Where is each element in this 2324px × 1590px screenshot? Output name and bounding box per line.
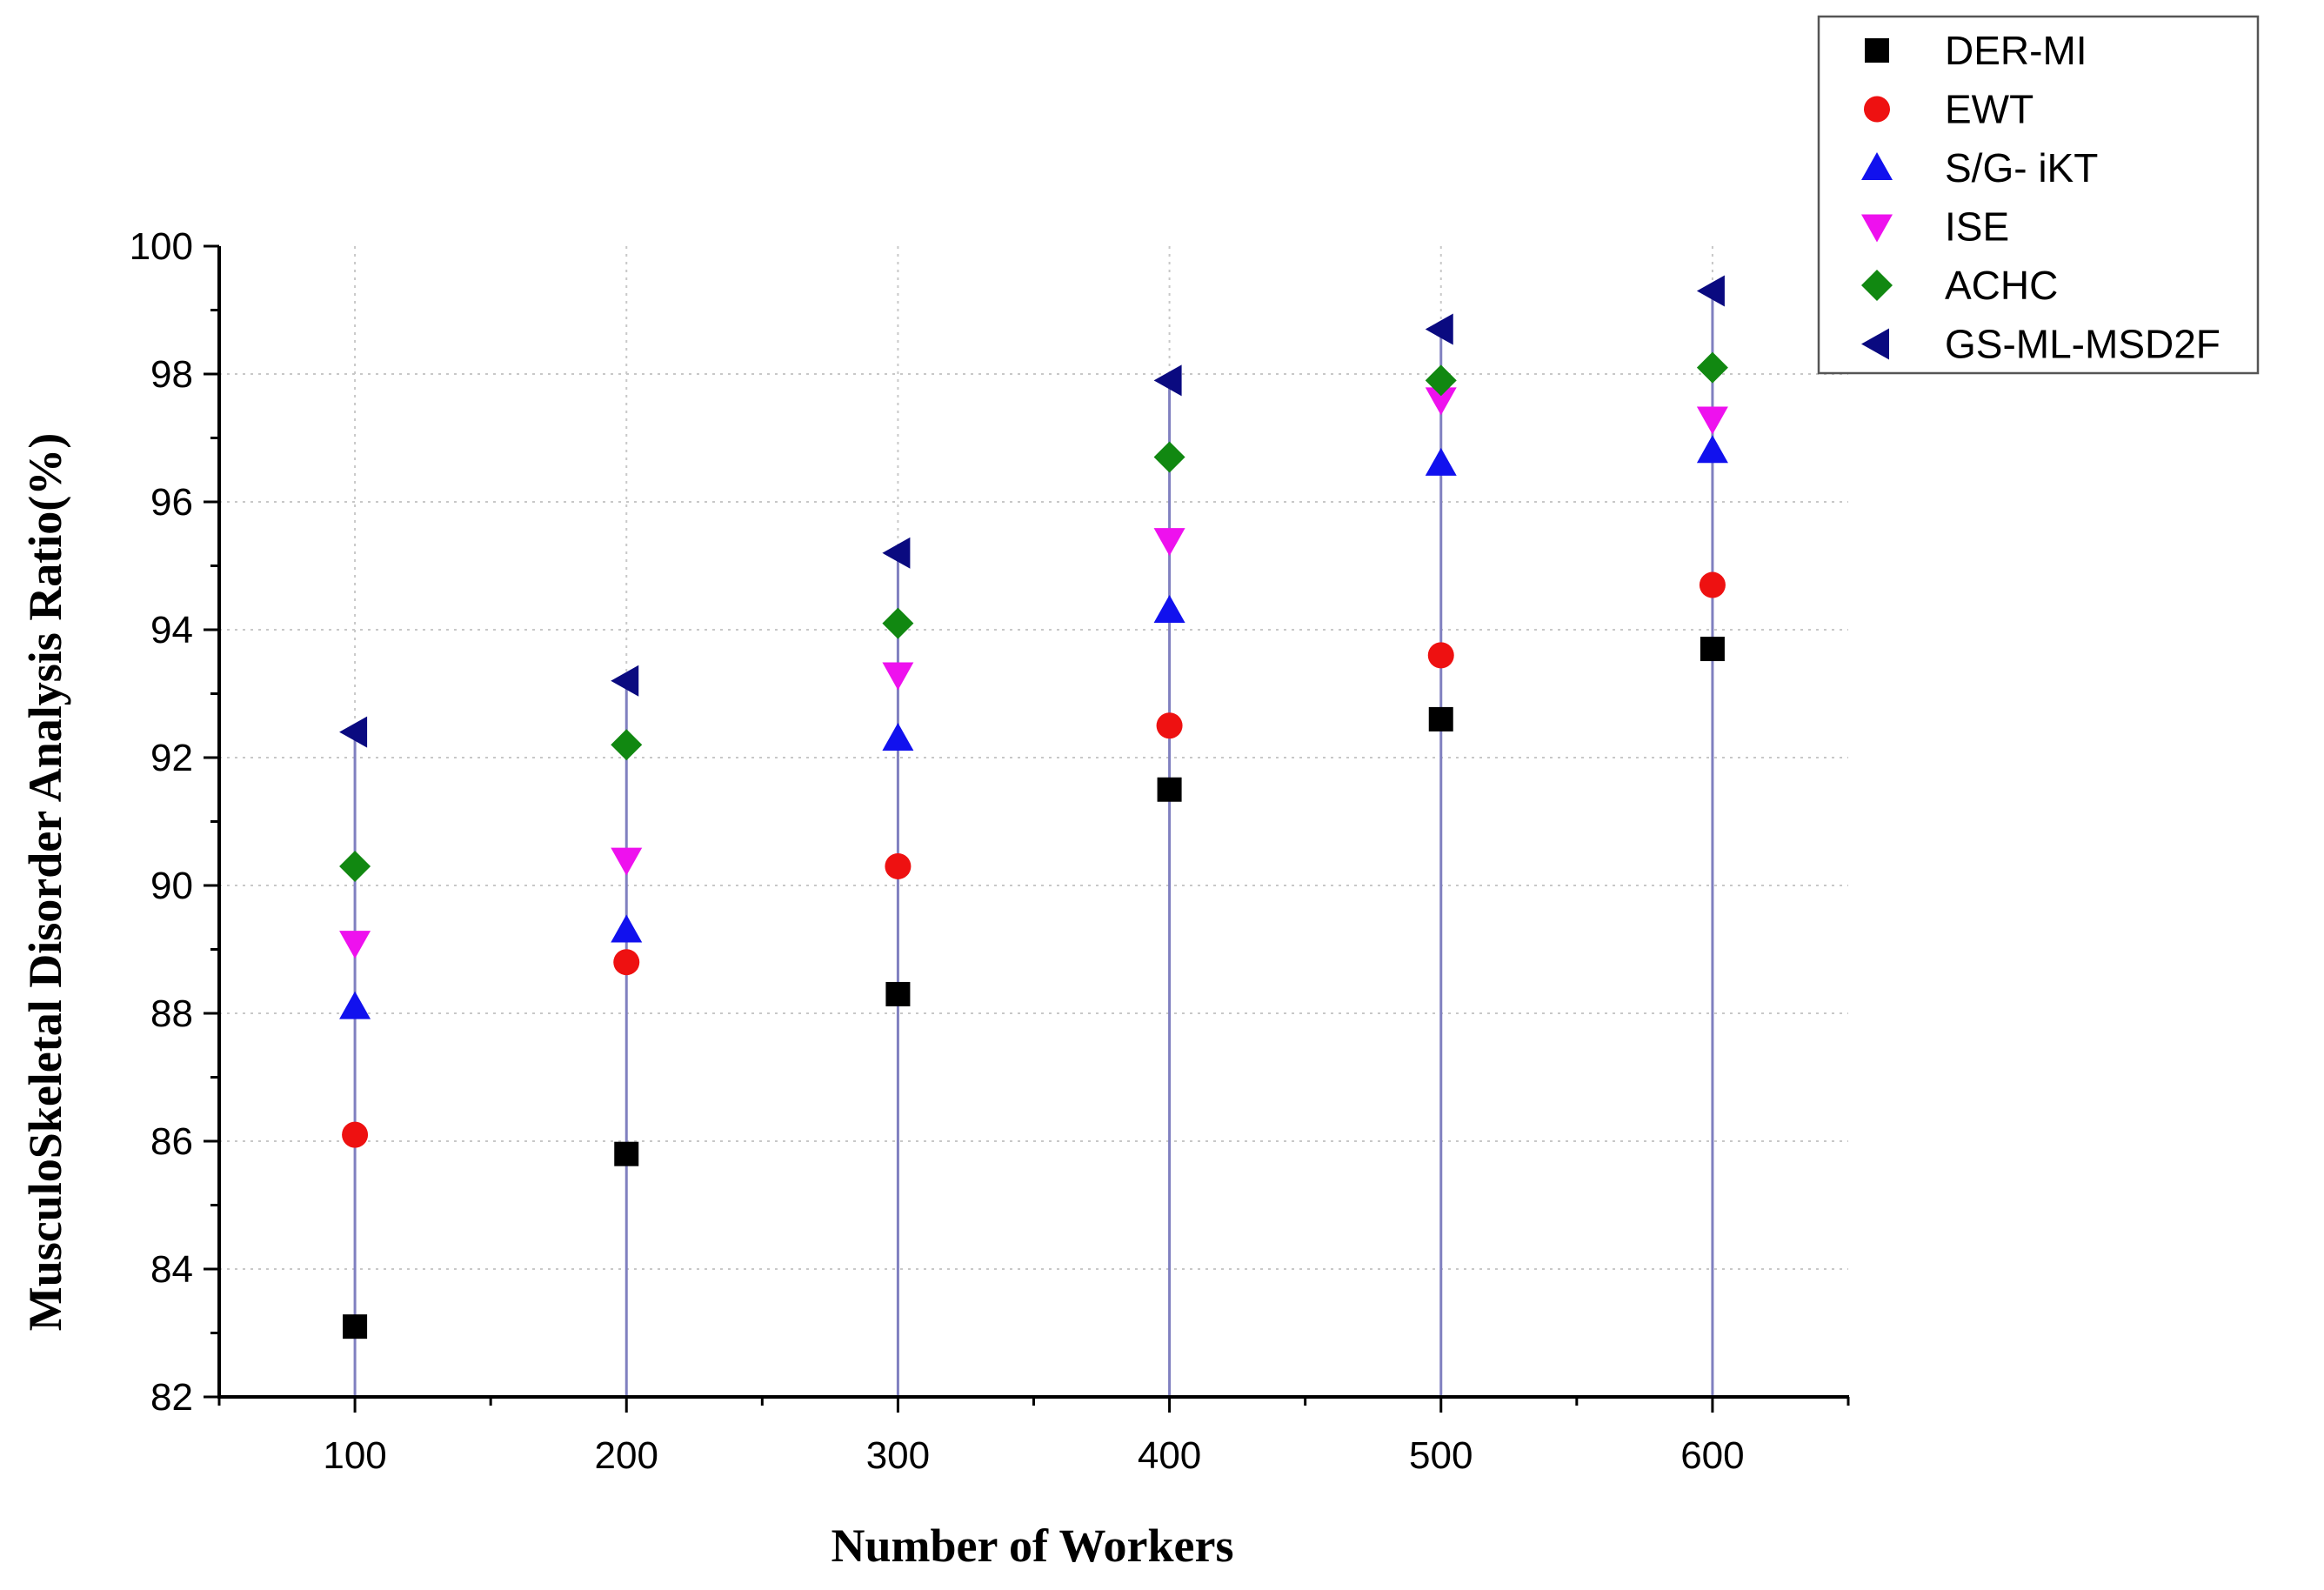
point-ewt (1699, 571, 1726, 598)
y-axis-title: MusculoSkeletal Disorder Analysis Ratio(… (19, 433, 71, 1332)
point-ise (339, 931, 371, 959)
x-tick-label: 500 (1409, 1434, 1473, 1477)
point-achc (1153, 441, 1185, 473)
x-tick-label: 100 (323, 1434, 386, 1477)
point-s-g-ikt (611, 914, 643, 943)
axes (217, 246, 1849, 1399)
y-tick-label: 86 (150, 1120, 193, 1163)
point-ewt (613, 949, 640, 976)
x-tick-label: 600 (1680, 1434, 1744, 1477)
point-der-mi (614, 1141, 639, 1166)
y-tick-label: 98 (150, 353, 193, 396)
legend-box (1817, 15, 2260, 375)
point-ise (1153, 528, 1185, 557)
data-points (339, 275, 1728, 1339)
legend-item-gs-ml-msd2f: GS-ML-MSD2F (1861, 322, 2220, 367)
point-achc (339, 850, 371, 882)
y-tick-label: 96 (150, 481, 193, 524)
legend-marker-ise (1861, 214, 1893, 243)
series-achc (339, 351, 1728, 882)
series-gs-ml-msd2f (339, 275, 1725, 748)
legend-marker-achc (1861, 270, 1893, 301)
y-tick-label: 82 (150, 1376, 193, 1419)
point-gs-ml-msd2f (611, 665, 639, 697)
point-s-g-ikt (1153, 594, 1185, 623)
point-gs-ml-msd2f (1425, 313, 1453, 345)
point-ewt (342, 1121, 369, 1148)
y-tick-label: 88 (150, 992, 193, 1035)
point-ewt (885, 852, 912, 879)
point-ise (1696, 406, 1728, 435)
point-der-mi (1157, 777, 1182, 802)
point-ise (1425, 387, 1457, 416)
point-ise (882, 662, 914, 691)
point-s-g-ikt (1696, 435, 1728, 464)
legend-item-ewt: EWT (1864, 87, 2033, 132)
point-achc (1696, 351, 1728, 384)
legend-label: EWT (1945, 87, 2033, 132)
point-der-mi (343, 1314, 368, 1339)
y-tick-label: 92 (150, 737, 193, 779)
point-s-g-ikt (882, 722, 914, 751)
series-ise (339, 387, 1728, 959)
legend-item-ise: ISE (1861, 204, 2009, 250)
legend-label: ACHC (1945, 263, 2058, 308)
legend-label: GS-ML-MSD2F (1945, 322, 2220, 367)
x-tick-label: 200 (595, 1434, 658, 1477)
legend-label: ISE (1945, 204, 2009, 250)
point-der-mi (1700, 637, 1725, 662)
x-tick-label: 300 (866, 1434, 930, 1477)
legend-marker-s-g-ikt (1861, 152, 1893, 180)
y-tick-label: 90 (150, 865, 193, 907)
legend: DER-MI EWT S/G- iKT ISE ACHC GS-ML-MSD2F (1817, 15, 2260, 375)
point-achc (882, 607, 914, 639)
legend-marker-ewt (1864, 96, 1890, 123)
legend-label: DER-MI (1945, 28, 2087, 73)
stem-lines (353, 291, 1714, 1397)
legend-marker-gs-ml-msd2f (1861, 328, 1889, 360)
legend-item-der-mi: DER-MI (1865, 28, 2087, 73)
legend-marker-der-mi (1865, 38, 1889, 63)
x-tick-label: 400 (1138, 1434, 1201, 1477)
point-ewt (1156, 712, 1183, 739)
point-der-mi (885, 981, 911, 1006)
point-gs-ml-msd2f (882, 537, 911, 569)
point-s-g-ikt (339, 991, 371, 1019)
series-der-mi (343, 637, 1725, 1339)
point-gs-ml-msd2f (1696, 275, 1725, 307)
point-gs-ml-msd2f (1153, 364, 1182, 397)
point-achc (1425, 364, 1457, 397)
legend-item-s-g-ikt: S/G- iKT (1861, 145, 2098, 190)
point-s-g-ikt (1425, 447, 1457, 476)
ticks: 82 84 86 88 90 92 94 96 98 100 100 200 300 400 500 600 (130, 225, 1850, 1477)
y-tick-label: 100 (130, 225, 193, 268)
point-gs-ml-msd2f (339, 716, 368, 748)
point-ewt (1427, 642, 1454, 669)
point-ise (611, 847, 643, 876)
y-tick-label: 94 (150, 609, 193, 651)
grid (219, 246, 1848, 1397)
legend-item-achc: ACHC (1861, 263, 2058, 308)
y-tick-label: 84 (150, 1248, 193, 1291)
point-achc (611, 729, 643, 761)
point-der-mi (1428, 706, 1453, 732)
x-axis-title: Number of Workers (831, 1520, 1234, 1572)
legend-label: S/G- iKT (1945, 145, 2098, 190)
series-ewt (342, 571, 1726, 1148)
series-s-g-ikt (339, 435, 1728, 1019)
